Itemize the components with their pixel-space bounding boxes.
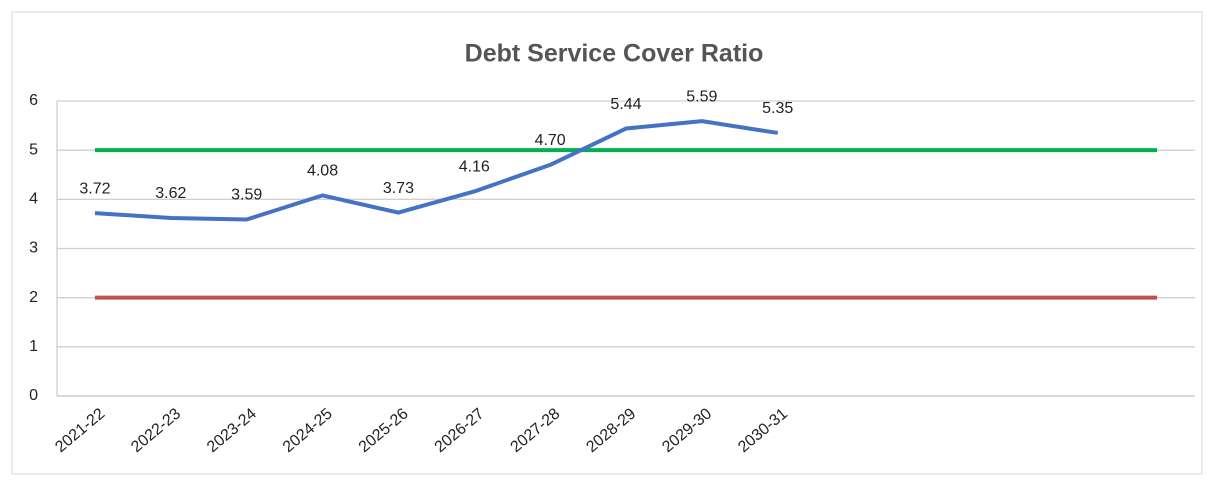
- y-tick-label: 6: [29, 92, 38, 109]
- data-label: 5.44: [610, 96, 641, 113]
- line-series: [94, 119, 779, 222]
- data-label: 4.08: [307, 163, 338, 180]
- y-tick-label: 1: [29, 338, 38, 355]
- y-tick-label: 4: [29, 191, 38, 208]
- data-label: 3.72: [79, 180, 110, 197]
- y-tick-label: 2: [29, 289, 38, 306]
- data-label: 4.70: [535, 132, 566, 149]
- data-label: 5.59: [686, 88, 717, 105]
- y-tick-label: 0: [29, 387, 38, 404]
- data-label: 3.62: [155, 185, 186, 202]
- data-label: 3.59: [231, 187, 262, 204]
- data-label: 5.35: [762, 100, 793, 117]
- chart-border: [11, 11, 1203, 475]
- chart-title: Debt Service Cover Ratio: [465, 40, 764, 68]
- data-label: 4.16: [459, 159, 490, 176]
- data-label: 3.73: [383, 180, 414, 197]
- y-tick-label: 5: [29, 141, 38, 158]
- y-tick-label: 3: [29, 240, 38, 257]
